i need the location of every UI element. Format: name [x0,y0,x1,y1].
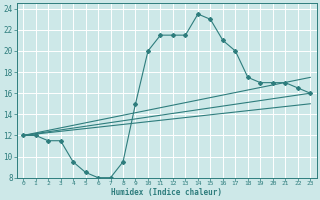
X-axis label: Humidex (Indice chaleur): Humidex (Indice chaleur) [111,188,222,197]
